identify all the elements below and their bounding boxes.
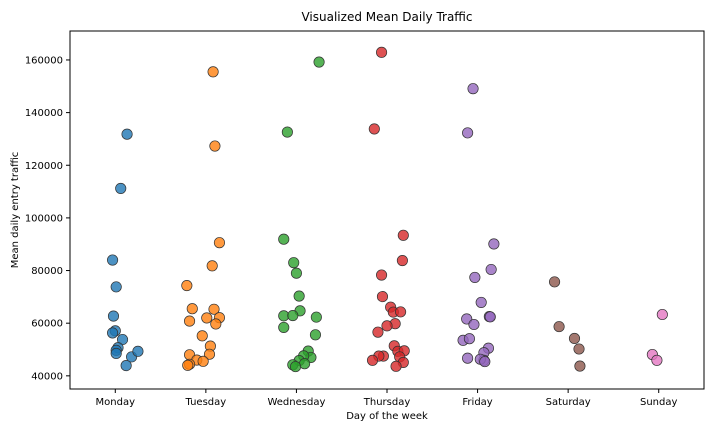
x-tick-label: Tuesday xyxy=(185,397,227,408)
x-tick-label: Thursday xyxy=(363,397,411,408)
y-tick-label: 100000 xyxy=(25,213,63,224)
x-axis-title: Day of the week xyxy=(346,411,428,422)
data-point-thursday xyxy=(376,291,389,303)
data-point-tuesday xyxy=(197,355,209,367)
data-point-wednesday xyxy=(290,267,302,279)
data-point-tuesday xyxy=(209,140,221,152)
data-point-tuesday xyxy=(208,303,220,315)
data-point-thursday xyxy=(368,123,380,135)
data-point-tuesday xyxy=(186,303,198,315)
data-point-friday xyxy=(468,318,480,331)
data-point-thursday xyxy=(381,320,393,332)
data-point-saturday xyxy=(549,276,561,288)
data-point-sunday xyxy=(651,354,663,366)
data-point-thursday xyxy=(397,229,409,241)
x-tick-label: Saturday xyxy=(546,397,591,408)
x-axis: Monday Tuesday Wednesday Thursday Friday Satu… xyxy=(96,389,678,408)
plot-frame xyxy=(69,30,705,390)
data-point-wednesday xyxy=(310,311,322,323)
data-point-friday xyxy=(485,263,497,276)
y-tick-label: 120000 xyxy=(25,161,63,172)
y-axis: 40000 60000 80000 100000 120000 140000 160000 xyxy=(25,55,70,382)
x-tick-label: Monday xyxy=(96,397,136,408)
y-tick-label: 60000 xyxy=(31,319,63,330)
data-point-friday xyxy=(462,352,474,364)
data-point-wednesday xyxy=(289,361,302,373)
data-point-monday xyxy=(132,345,144,357)
data-point-wednesday xyxy=(293,290,305,302)
data-point-wednesday xyxy=(278,321,290,333)
data-point-friday xyxy=(469,271,481,283)
data-point-thursday xyxy=(390,360,402,372)
data-points xyxy=(107,46,668,373)
data-point-tuesday xyxy=(182,359,194,371)
data-point-saturday xyxy=(573,343,585,355)
y-tick-label: 80000 xyxy=(31,266,63,277)
data-point-thursday xyxy=(372,326,384,338)
data-point-saturday xyxy=(574,360,586,372)
data-point-thursday xyxy=(376,46,388,58)
y-tick-label: 160000 xyxy=(25,55,63,66)
data-point-wednesday xyxy=(278,233,290,245)
data-point-sunday xyxy=(656,308,668,321)
data-point-friday xyxy=(479,356,491,368)
data-point-tuesday xyxy=(181,279,193,292)
data-point-friday xyxy=(462,127,474,139)
x-tick-label: Sunday xyxy=(640,397,677,408)
data-point-tuesday xyxy=(196,330,208,342)
x-tick-label: Wednesday xyxy=(267,397,325,408)
data-point-tuesday xyxy=(210,318,222,330)
data-point-thursday xyxy=(395,306,407,318)
data-point-tuesday xyxy=(203,348,216,360)
data-point-monday xyxy=(107,254,119,266)
data-point-monday xyxy=(107,327,119,339)
data-point-friday xyxy=(488,238,500,250)
data-point-thursday xyxy=(366,354,379,366)
data-point-wednesday xyxy=(287,310,299,322)
data-point-thursday xyxy=(396,254,408,267)
y-tick-label: 40000 xyxy=(31,371,63,382)
data-point-tuesday xyxy=(207,66,219,78)
data-point-thursday xyxy=(376,269,388,281)
y-axis-title: Mean daily entry traffic xyxy=(10,152,21,269)
data-point-wednesday xyxy=(309,329,321,341)
data-point-friday xyxy=(463,333,475,345)
data-point-friday xyxy=(475,296,487,308)
data-point-wednesday xyxy=(288,257,300,269)
data-point-tuesday xyxy=(213,237,225,249)
data-point-wednesday xyxy=(313,56,325,68)
data-point-monday xyxy=(107,310,120,322)
data-point-tuesday xyxy=(206,260,218,272)
data-point-tuesday xyxy=(201,312,213,324)
data-point-saturday xyxy=(553,321,565,333)
data-point-friday xyxy=(484,311,496,323)
chart-title: Visualized Mean Daily Traffic xyxy=(301,10,472,24)
data-point-monday xyxy=(110,281,122,293)
data-point-wednesday xyxy=(281,126,293,138)
data-point-friday xyxy=(467,83,479,95)
x-tick-label: Friday xyxy=(462,397,492,408)
y-tick-label: 140000 xyxy=(25,108,63,119)
data-point-monday xyxy=(121,128,133,140)
data-point-tuesday xyxy=(184,315,196,327)
data-point-monday xyxy=(115,182,127,194)
data-point-saturday xyxy=(568,332,581,345)
data-point-monday xyxy=(110,347,122,360)
data-point-monday xyxy=(120,360,132,372)
